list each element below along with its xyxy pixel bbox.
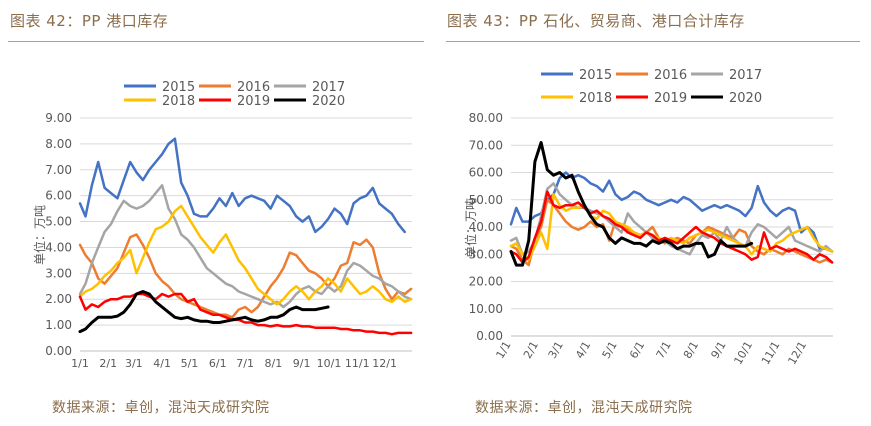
series-line-2020	[509, 141, 754, 267]
y-tick-label: 60.00	[469, 166, 503, 180]
y-tick-label: 6.00	[45, 189, 72, 203]
y-tick-label: 5.00	[45, 215, 72, 229]
source-note-right: 数据来源：卓创，混沌天成研究院	[475, 400, 693, 416]
legend-label-2017: 2017	[312, 80, 345, 95]
y-tick-label: 10.00	[469, 302, 503, 316]
x-tick-label: 2/1	[521, 339, 541, 361]
x-tick-label: 10/1	[731, 339, 755, 367]
y-axis-title: 单位：万吨	[463, 198, 478, 258]
chart-1: 0.00 1.00 2.00 3.00 4.00 5.00 6.00 7.00 8.00 9.00…	[32, 80, 413, 370]
series-line-2018	[509, 193, 834, 261]
legend-label-2017: 2017	[729, 68, 762, 83]
x-tick-label: 3/1	[546, 339, 566, 361]
x-tick-label: 11/1	[345, 357, 370, 370]
series-line-2020	[78, 290, 330, 334]
y-tick-label: 8.00	[45, 137, 72, 151]
y-tick-label: 30.00	[469, 247, 503, 261]
chart-2: 0.00 10.00 20.00 30.00 40.00 50.00 60.00 70.00 8…	[463, 68, 834, 367]
x-tick-label: 11/1	[759, 339, 783, 367]
x-tick-label: 5/1	[600, 339, 620, 361]
legend-label-2015: 2015	[579, 68, 612, 83]
series-line-2018	[78, 204, 413, 306]
y-tick-label: 0.00	[45, 344, 72, 358]
y-tick-label: 70.00	[469, 138, 503, 152]
x-tick-label: 12/1	[785, 339, 809, 367]
legend-label-2018: 2018	[162, 94, 195, 109]
x-tick-label: 1/1	[71, 357, 89, 370]
y-tick-label: 3.00	[45, 266, 72, 280]
x-tick-label: 8/1	[681, 339, 701, 361]
x-tick-label: 9/1	[708, 339, 728, 361]
legend-label-2019: 2019	[654, 91, 687, 106]
y-tick-label: 0.00	[476, 329, 503, 343]
y-axis-title: 单位：万吨	[32, 205, 47, 265]
x-tick-label: 2/1	[99, 357, 117, 370]
x-tick-label: 4/1	[573, 339, 593, 361]
series-line-2015	[78, 137, 406, 234]
title-rule-left	[8, 41, 424, 42]
legend-label-2019: 2019	[237, 94, 270, 109]
y-tick-label: 80.00	[469, 111, 503, 125]
y-tick-label: 40.00	[469, 220, 503, 234]
x-tick-label: 7/1	[654, 339, 674, 361]
title-rule-right	[446, 41, 860, 42]
x-tick-label: 6/1	[627, 339, 647, 361]
series-line-2017	[78, 184, 413, 309]
series-line-2017	[509, 182, 834, 256]
x-tick-label: 9/1	[293, 357, 311, 370]
y-tick-label: 2.00	[45, 292, 72, 306]
legend-label-2016: 2016	[654, 68, 687, 83]
series-line-2016	[78, 233, 413, 319]
chart-title-right: 图表 43：PP 石化、贸易商、港口合计库存	[447, 12, 745, 30]
y-tick-label: 9.00	[45, 111, 72, 125]
legend-label-2018: 2018	[579, 91, 612, 106]
x-tick-label: 4/1	[153, 357, 171, 370]
y-tick-label: 4.00	[45, 240, 72, 254]
legend-label-2015: 2015	[162, 80, 195, 95]
y-tick-label: 1.00	[45, 318, 72, 332]
x-tick-label: 10/1	[317, 357, 342, 370]
x-tick-label: 6/1	[209, 357, 227, 370]
x-tick-label: 3/1	[125, 357, 143, 370]
source-note-left: 数据来源：卓创，混沌天成研究院	[52, 400, 270, 416]
x-tick-label: 5/1	[181, 357, 199, 370]
x-tick-label: 12/1	[372, 357, 397, 370]
legend-label-2020: 2020	[729, 91, 762, 106]
series-line-2019	[509, 190, 834, 264]
series-line-2019	[78, 292, 413, 336]
legend-label-2020: 2020	[312, 94, 345, 109]
x-tick-label: 8/1	[265, 357, 283, 370]
legend-label-2016: 2016	[237, 80, 270, 95]
y-tick-label: 50.00	[469, 193, 503, 207]
x-tick-label: 7/1	[236, 357, 254, 370]
y-tick-label: 7.00	[45, 163, 72, 177]
y-tick-label: 20.00	[469, 275, 503, 289]
chart-title-left: 图表 42：PP 港口库存	[10, 12, 169, 30]
